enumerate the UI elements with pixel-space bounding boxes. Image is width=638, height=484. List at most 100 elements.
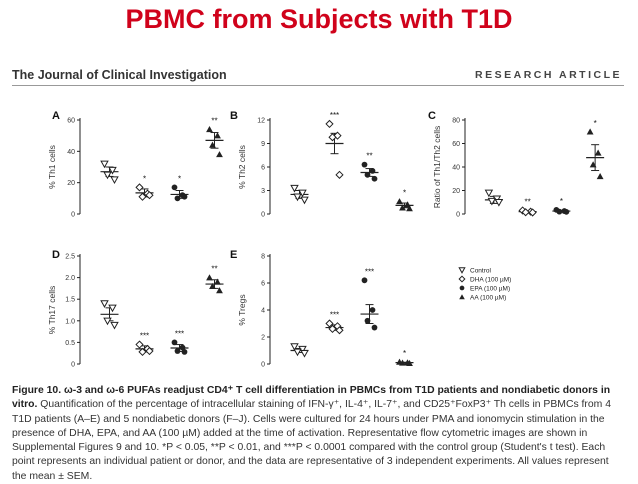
data-point [214, 278, 221, 285]
y-tick-label: 8 [261, 254, 265, 261]
significance-label: * [403, 349, 406, 358]
caption-label: Figure 10. ω-3 and ω-6 PUFAs readjust CD… [12, 385, 611, 411]
group-0 [484, 189, 504, 207]
group-2: *** [170, 329, 189, 355]
data-point [333, 131, 342, 140]
data-point [290, 343, 299, 351]
data-point [171, 184, 178, 191]
data-point [371, 324, 378, 331]
y-tick-label: 9 [261, 141, 265, 148]
legend-marker [459, 294, 465, 300]
y-tick-label: 60 [452, 141, 460, 148]
significance-label: ** [525, 197, 531, 206]
significance-label: * [560, 197, 563, 206]
data-point [328, 133, 337, 142]
legend: Control DHA (100 µM) EPA (100 µM) AA (100 µ… [458, 267, 511, 302]
data-point [206, 126, 213, 133]
data-point [335, 326, 344, 335]
y-tick-label: 0 [71, 362, 75, 369]
panel-letter-B: B [230, 110, 238, 122]
header-divider [12, 85, 624, 86]
data-point [361, 277, 368, 284]
group-3: * [395, 188, 414, 212]
significance-label: *** [140, 332, 149, 341]
data-point [364, 171, 371, 178]
slide-title: PBMC from Subjects with T1D [125, 4, 513, 34]
group-1: *** [325, 311, 344, 335]
panel-letter-E: E [230, 249, 237, 261]
caption-body: Quantification of the percentage of intr… [12, 399, 611, 482]
data-point [406, 205, 413, 212]
y-tick-label: 0.5 [65, 340, 75, 347]
data-point [521, 208, 530, 217]
legend-marker [458, 267, 466, 274]
data-point [556, 208, 563, 215]
y-tick-label: 4 [261, 308, 265, 315]
significance-label: ** [211, 116, 217, 125]
y-axis-label: % Th1 cells [47, 145, 57, 189]
group-3: * [395, 349, 414, 367]
group-0 [100, 300, 119, 330]
data-point [103, 317, 112, 326]
data-point [369, 168, 376, 174]
data-point [209, 141, 216, 148]
data-point [181, 349, 188, 355]
data-point [110, 321, 119, 330]
y-tick-label: 12 [257, 118, 265, 125]
data-point [108, 166, 117, 175]
data-point [300, 349, 309, 358]
y-axis-label: % Th2 cells [237, 145, 247, 189]
data-point [171, 339, 178, 346]
y-tick-label: 20 [452, 188, 460, 195]
y-tick-label: 40 [452, 165, 460, 172]
y-tick-label: 3 [261, 188, 265, 195]
data-point [179, 344, 186, 351]
figure-caption: Figure 10. ω-3 and ω-6 PUFAs readjust CD… [12, 384, 626, 484]
group-3: * [586, 119, 605, 180]
panel-letter-A: A [52, 110, 60, 122]
data-point [589, 161, 597, 168]
group-1: *** [135, 332, 154, 357]
group-3: ** [205, 265, 224, 294]
data-point [594, 149, 602, 156]
significance-label: * [143, 174, 146, 183]
group-2: ** [360, 152, 379, 182]
y-tick-label: 20 [67, 180, 75, 187]
data-point [596, 173, 604, 180]
data-point [135, 340, 144, 349]
data-point [108, 304, 117, 313]
legend-label: Control [470, 268, 492, 275]
article-type-label: RESEARCH ARTICLE [475, 69, 622, 81]
data-point [138, 192, 147, 201]
data-point [494, 199, 504, 207]
data-point [174, 195, 181, 202]
y-tick-label: 60 [67, 118, 75, 125]
significance-label: *** [330, 111, 339, 120]
data-point [145, 346, 154, 356]
data-point [335, 170, 344, 179]
data-point [181, 193, 188, 200]
group-1: ** [518, 197, 537, 217]
data-point [325, 119, 334, 129]
journal-name: The Journal of Clinical Investigation [12, 68, 227, 82]
data-point [364, 317, 371, 324]
group-0 [100, 160, 119, 184]
y-tick-label: 0 [261, 212, 265, 219]
data-point [100, 300, 109, 308]
group-2: *** [360, 267, 379, 331]
data-point [206, 274, 213, 281]
data-point [371, 175, 378, 182]
group-1: *** [325, 111, 344, 179]
significance-label: *** [330, 311, 339, 320]
data-point [487, 197, 497, 206]
group-0 [290, 184, 309, 205]
y-tick-label: 1.5 [65, 297, 75, 304]
panel-D: D00.51.01.52.02.5% Th17 cells*** ***** [47, 249, 224, 369]
significance-label: ** [366, 152, 372, 161]
y-tick-label: 40 [67, 149, 75, 156]
